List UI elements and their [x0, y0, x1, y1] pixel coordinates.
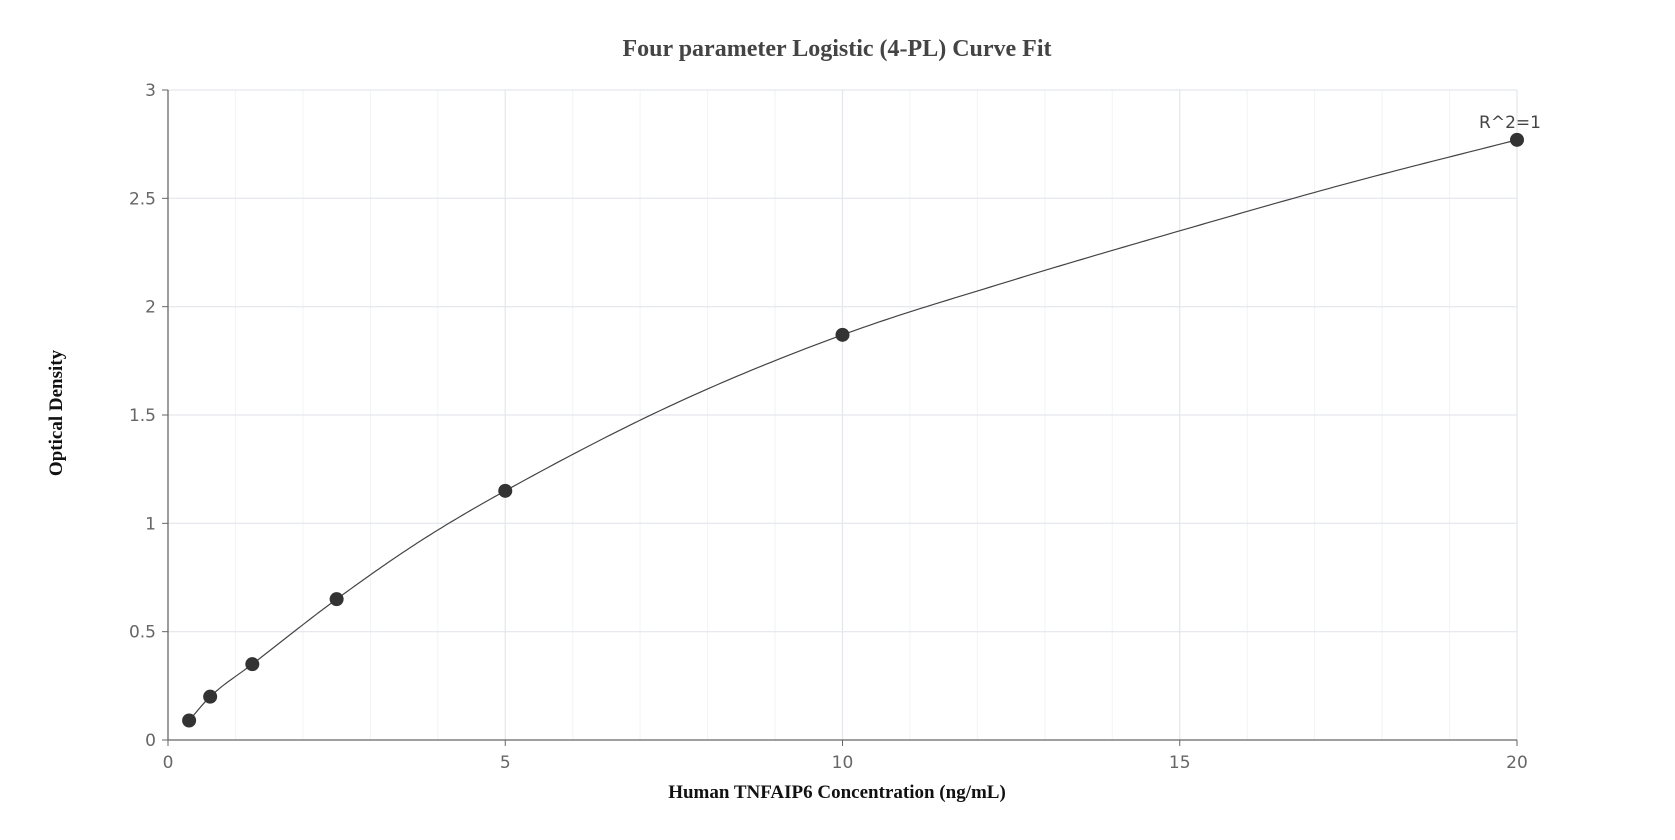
x-tick-label: 20: [1506, 753, 1528, 773]
data-point: [329, 592, 344, 607]
x-tick-label: 10: [832, 753, 854, 773]
data-point: [182, 713, 197, 728]
y-tick-label: 1.5: [129, 406, 156, 426]
axes: [162, 89, 1518, 746]
data-points: [182, 132, 1524, 728]
data-point: [1510, 132, 1524, 147]
x-tick-label: 5: [500, 753, 511, 773]
fit-curve: [188, 139, 1518, 721]
data-point: [498, 483, 513, 498]
chart-title: Four parameter Logistic (4-PL) Curve Fit: [622, 36, 1051, 62]
data-point: [245, 657, 260, 672]
r-squared-annotation: R^2=1: [1479, 113, 1541, 133]
x-tick-label: 0: [163, 753, 174, 773]
y-tick-label: 1: [145, 514, 156, 534]
data-point: [835, 327, 850, 342]
y-tick-label: 0: [145, 731, 156, 751]
y-tick-label: 3: [145, 81, 156, 101]
tick-labels: 0 5 10 15 20 0 0.5 1 1.5 2 2.5 3: [129, 81, 1528, 773]
fit-curve-layer: [188, 139, 1518, 721]
y-axis-label: Optical Density: [46, 349, 67, 476]
y-tick-label: 2.5: [129, 189, 156, 209]
x-tick-label: 15: [1169, 753, 1191, 773]
y-tick-label: 2: [145, 298, 156, 318]
y-tick-label: 0.5: [129, 623, 156, 643]
data-point: [203, 689, 218, 704]
x-axis-label: Human TNFAIP6 Concentration (ng/mL): [668, 782, 1006, 803]
